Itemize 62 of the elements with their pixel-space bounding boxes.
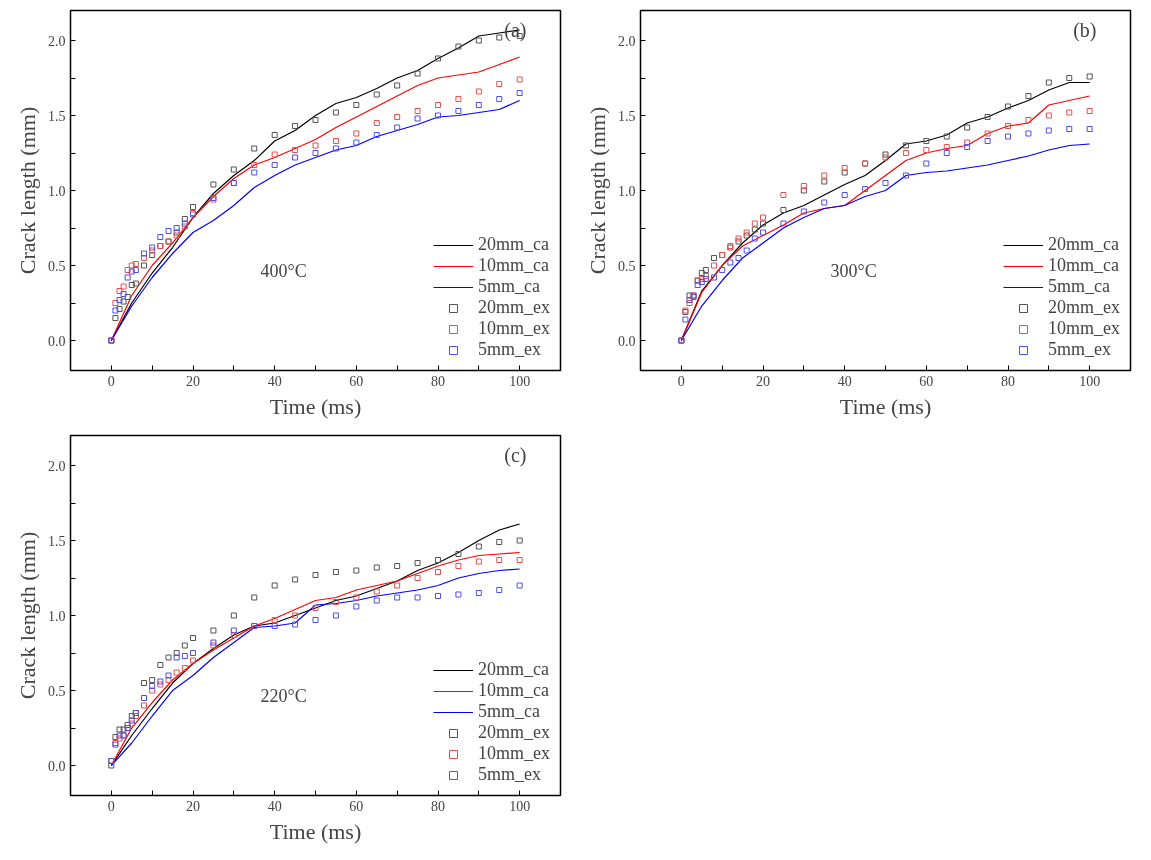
chart-title: (b) <box>1073 18 1097 42</box>
x-tick-label: 100 <box>1079 373 1101 389</box>
x-tick-label: 20 <box>756 373 770 389</box>
legend-label: 5mm_ex <box>1048 339 1111 360</box>
legend-label: 10mm_ex <box>478 743 550 764</box>
x-tick-label: 60 <box>919 373 934 389</box>
x-tick-label: 60 <box>349 798 364 814</box>
x-tick-label: 40 <box>267 798 282 814</box>
y-tick-label: 1.5 <box>48 108 66 124</box>
legend-label: 10mm_ex <box>478 318 550 339</box>
legend-label: 10mm_ca <box>1048 255 1119 276</box>
x-tick-label: 20 <box>186 373 200 389</box>
legend-label: 20mm_ca <box>478 234 549 255</box>
y-tick-label: 0.0 <box>48 758 66 774</box>
y-tick-label: 0.5 <box>48 683 66 699</box>
legend-label: 5mm_ca <box>1048 276 1110 297</box>
legend-label: 10mm_ca <box>478 255 549 276</box>
legend-label: 20mm_ca <box>478 659 549 680</box>
x-tick-label: 0 <box>107 798 115 814</box>
x-tick-label: 40 <box>837 373 852 389</box>
y-tick-label: 0.0 <box>618 333 636 349</box>
x-tick-label: 60 <box>349 373 364 389</box>
legend-label: 10mm_ca <box>478 680 549 701</box>
legend-label: 5mm_ca <box>478 276 540 297</box>
y-tick-label: 2.0 <box>618 33 636 49</box>
legend-label: 20mm_ca <box>1048 234 1119 255</box>
annotation: 300°C <box>830 260 877 281</box>
chart-title: (c) <box>504 443 527 467</box>
x-tick-label: 100 <box>509 798 531 814</box>
x-tick-label: 80 <box>431 373 445 389</box>
y-axis-title: Crack length (mm) <box>15 106 40 275</box>
legend-label: 20mm_ex <box>478 297 550 318</box>
legend-label: 5mm_ca <box>478 701 540 722</box>
y-tick-label: 0.5 <box>48 258 66 274</box>
y-tick-label: 1.0 <box>618 183 636 199</box>
y-axis-title: Crack length (mm) <box>15 531 40 700</box>
y-tick-label: 1.0 <box>48 608 66 624</box>
y-tick-label: 2.0 <box>48 458 66 474</box>
x-axis-title: Time (ms) <box>839 393 932 419</box>
y-tick-label: 0.0 <box>48 333 66 349</box>
y-tick-label: 1.0 <box>48 183 66 199</box>
y-tick-label: 1.5 <box>618 108 636 124</box>
annotation: 400°C <box>260 260 307 281</box>
legend-label: 5mm_ex <box>478 339 541 360</box>
y-tick-label: 0.5 <box>618 258 636 274</box>
x-tick-label: 0 <box>107 373 115 389</box>
x-axis-title: Time (ms) <box>269 818 362 844</box>
x-tick-label: 80 <box>1001 373 1015 389</box>
legend-label: 10mm_ex <box>1048 318 1120 339</box>
y-axis-title: Crack length (mm) <box>585 106 610 275</box>
x-axis-title: Time (ms) <box>269 393 362 419</box>
x-tick-label: 80 <box>431 798 445 814</box>
x-tick-label: 40 <box>267 373 282 389</box>
legend-label: 20mm_ex <box>1048 297 1120 318</box>
y-tick-label: 2.0 <box>48 33 66 49</box>
x-tick-label: 100 <box>509 373 531 389</box>
annotation: 220°C <box>260 685 307 706</box>
x-tick-label: 20 <box>186 798 200 814</box>
legend-label: 20mm_ex <box>478 722 550 743</box>
x-tick-label: 0 <box>677 373 685 389</box>
legend-label: 5mm_ex <box>478 764 541 785</box>
y-tick-label: 1.5 <box>48 533 66 549</box>
